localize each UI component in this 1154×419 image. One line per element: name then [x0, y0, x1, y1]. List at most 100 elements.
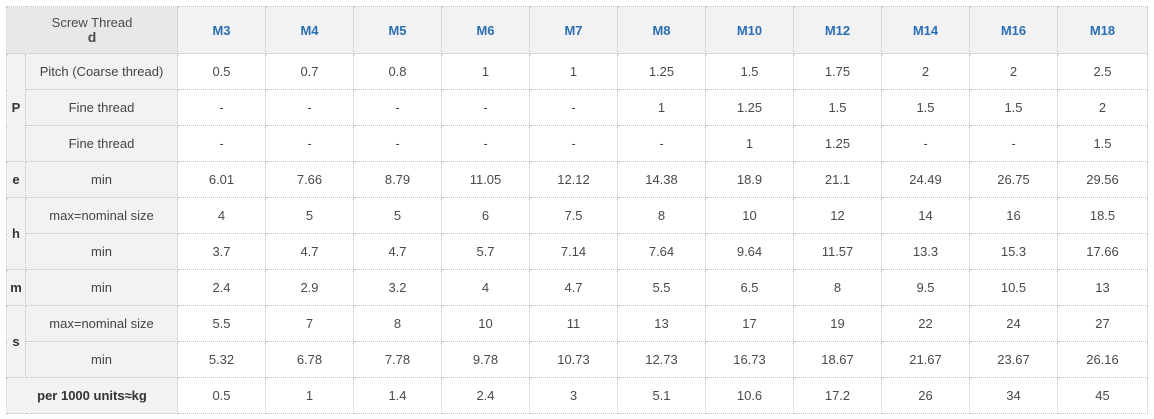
value-cell: -: [265, 125, 354, 162]
value-cell: 4: [177, 197, 266, 234]
group-label-m: m: [6, 269, 26, 306]
value-cell: 6.5: [705, 269, 794, 306]
size-header-m18: M18: [1057, 6, 1148, 54]
value-cell: 1: [441, 53, 530, 90]
value-cell: 18.5: [1057, 197, 1148, 234]
weight-value-cell: 26: [881, 377, 970, 414]
value-cell: 3.7: [177, 233, 266, 270]
size-header-m3: M3: [177, 6, 266, 54]
value-cell: 11: [529, 305, 618, 342]
value-cell: 4.7: [265, 233, 354, 270]
row-label: max=nominal size: [25, 305, 178, 342]
value-cell: 3.2: [353, 269, 442, 306]
header-row: Screw Thread d M3 M4 M5 M6 M7 M8 M10 M12…: [6, 6, 1148, 54]
value-cell: 1: [529, 53, 618, 90]
value-cell: 16: [969, 197, 1058, 234]
weight-value-cell: 10.6: [705, 377, 794, 414]
value-cell: 21.1: [793, 161, 882, 198]
size-header-m14: M14: [881, 6, 970, 54]
value-cell: 4.7: [529, 269, 618, 306]
row-label: min: [25, 161, 178, 198]
value-cell: 2: [1057, 89, 1148, 126]
weight-value-cell: 17.2: [793, 377, 882, 414]
value-cell: 1.5: [793, 89, 882, 126]
value-cell: 5.5: [177, 305, 266, 342]
value-cell: 4.7: [353, 233, 442, 270]
value-cell: 13: [617, 305, 706, 342]
value-cell: 27: [1057, 305, 1148, 342]
value-cell: 2: [969, 53, 1058, 90]
group-label-e: e: [6, 161, 26, 198]
weight-label: per 1000 units≈kg: [6, 377, 178, 414]
value-cell: 8: [617, 197, 706, 234]
value-cell: 12.73: [617, 341, 706, 378]
value-cell: -: [529, 89, 618, 126]
value-cell: 2: [881, 53, 970, 90]
value-cell: 7.5: [529, 197, 618, 234]
diameter-symbol: d: [87, 29, 97, 45]
value-cell: 10.5: [969, 269, 1058, 306]
value-cell: 18.9: [705, 161, 794, 198]
screw-thread-label: Screw Thread: [51, 15, 133, 30]
value-cell: 6: [441, 197, 530, 234]
value-cell: 21.67: [881, 341, 970, 378]
table-row: Fine thread - - - - -1 1.25 1.5 1.5 1.5 2: [7, 89, 1148, 126]
value-cell: 1.25: [617, 53, 706, 90]
value-cell: 5.32: [177, 341, 266, 378]
row-label: max=nominal size: [25, 197, 178, 234]
value-cell: 5: [353, 197, 442, 234]
value-cell: -: [881, 125, 970, 162]
row-label: Pitch (Coarse thread): [25, 53, 178, 90]
value-cell: 9.5: [881, 269, 970, 306]
value-cell: -: [529, 125, 618, 162]
value-cell: 19: [793, 305, 882, 342]
group-label-s: s: [6, 305, 26, 378]
table-row: Fine thread - - - - - -1 1.25- -1.5: [7, 125, 1148, 162]
value-cell: -: [441, 125, 530, 162]
value-cell: 1.5: [969, 89, 1058, 126]
group-label-p: P: [6, 53, 26, 162]
value-cell: 29.56: [1057, 161, 1148, 198]
value-cell: 11.57: [793, 233, 882, 270]
value-cell: 1.5: [705, 53, 794, 90]
weight-value-cell: 1: [265, 377, 354, 414]
value-cell: -: [353, 89, 442, 126]
weight-value-cell: 5.1: [617, 377, 706, 414]
value-cell: 1.25: [705, 89, 794, 126]
weight-value-cell: 1.4: [353, 377, 442, 414]
value-cell: 7.64: [617, 233, 706, 270]
value-cell: 0.5: [177, 53, 266, 90]
table-row: min 5.32 6.78 7.78 9.78 10.73 12.73 16.73 18.67 2…: [7, 341, 1148, 378]
value-cell: 2.9: [265, 269, 354, 306]
size-header-m4: M4: [265, 6, 354, 54]
value-cell: 26.75: [969, 161, 1058, 198]
value-cell: 1.5: [1057, 125, 1148, 162]
value-cell: 2.5: [1057, 53, 1148, 90]
value-cell: 2.4: [177, 269, 266, 306]
table-row: min 3.7 4.7 4.7 5.7 7.14 7.64 9.64 11.57 13.3 15.3…: [7, 233, 1148, 270]
table-row: h max=nominal size 4 5 5 6 7.5 8 10 12 14 16 18.5: [6, 197, 1148, 270]
value-cell: 23.67: [969, 341, 1058, 378]
value-cell: 1.25: [793, 125, 882, 162]
table-body: Screw Thread d M3 M4 M5 M6 M7 M8 M10 M12…: [6, 6, 1148, 414]
weight-value-cell: 2.4: [441, 377, 530, 414]
size-header-m16: M16: [969, 6, 1058, 54]
table-row: e min 6.01 7.66 8.79 11.05 12.12 14.38 18.9 21.1 2…: [6, 161, 1148, 198]
value-cell: 5.7: [441, 233, 530, 270]
value-cell: 7: [265, 305, 354, 342]
value-cell: 8.79: [353, 161, 442, 198]
value-cell: 24: [969, 305, 1058, 342]
value-cell: -: [177, 125, 266, 162]
value-cell: 7.66: [265, 161, 354, 198]
size-header-m12: M12: [793, 6, 882, 54]
weight-value-cell: 34: [969, 377, 1058, 414]
value-cell: 26.16: [1057, 341, 1148, 378]
weight-value-cell: 0.5: [177, 377, 266, 414]
value-cell: 10.73: [529, 341, 618, 378]
row-label: Fine thread: [25, 125, 178, 162]
value-cell: 1: [617, 89, 706, 126]
size-header-m10: M10: [705, 6, 794, 54]
size-header-m5: M5: [353, 6, 442, 54]
value-cell: 24.49: [881, 161, 970, 198]
thread-spec-table: Screw Thread d M3 M4 M5 M6 M7 M8 M10 M12…: [6, 6, 1148, 414]
